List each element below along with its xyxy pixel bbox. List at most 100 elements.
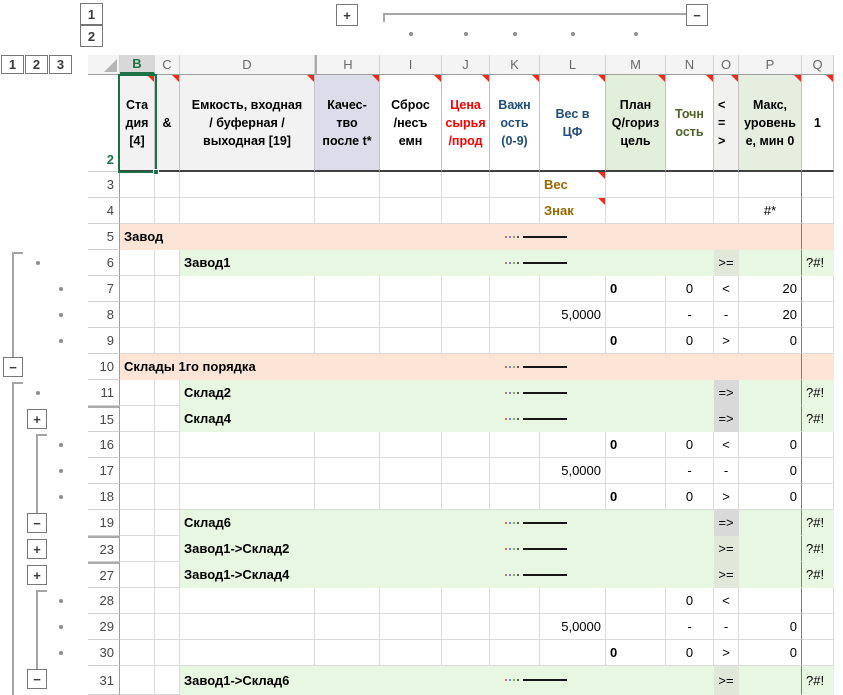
cell-H7[interactable]	[315, 276, 380, 302]
row-header-8[interactable]: 8	[88, 302, 120, 328]
cell-O18[interactable]: >	[714, 484, 739, 510]
cell-I28[interactable]	[380, 588, 442, 614]
cell-C10[interactable]	[155, 354, 180, 380]
collapse-rows-button-10[interactable]: −	[3, 357, 23, 377]
header-cell-B2[interactable]: Ста дия [4]	[120, 75, 155, 172]
header-cell-O2[interactable]: < = >	[714, 75, 739, 172]
cell-J31[interactable]	[442, 666, 490, 695]
cell-M3[interactable]	[606, 172, 666, 198]
cell-K18[interactable]	[490, 484, 540, 510]
cell-D4[interactable]	[180, 198, 315, 224]
cell-C28[interactable]	[155, 588, 180, 614]
cell-Q18[interactable]	[802, 484, 834, 510]
cell-B17[interactable]	[120, 458, 155, 484]
cell-I3[interactable]	[380, 172, 442, 198]
cell-I15[interactable]	[380, 406, 442, 432]
column-header-H[interactable]: H	[315, 55, 380, 74]
cell-L4[interactable]: Знак	[540, 198, 606, 224]
cell-C11[interactable]	[155, 380, 180, 406]
cell-J3[interactable]	[442, 172, 490, 198]
cell-P8[interactable]: 20	[739, 302, 802, 328]
cell-Q29[interactable]	[802, 614, 834, 640]
cell-I23[interactable]	[380, 536, 442, 562]
cell-O16[interactable]: <	[714, 432, 739, 458]
cell-I6[interactable]	[380, 250, 442, 276]
cell-J11[interactable]	[442, 380, 490, 406]
cell-L17[interactable]: 5,0000	[540, 458, 606, 484]
cell-P7[interactable]: 20	[739, 276, 802, 302]
cell-P28[interactable]	[739, 588, 802, 614]
header-cell-P2[interactable]: Макс, уровень е, мин 0	[739, 75, 802, 172]
cell-L3[interactable]: Вес	[540, 172, 606, 198]
cell-B15[interactable]	[120, 406, 155, 432]
cell-K27[interactable]	[490, 562, 567, 588]
cell-D30[interactable]	[180, 640, 315, 666]
cell-K7[interactable]	[490, 276, 540, 302]
cell-H29[interactable]	[315, 614, 380, 640]
cell-Q30[interactable]	[802, 640, 834, 666]
cell-M5[interactable]	[606, 224, 666, 250]
cell-P29[interactable]: 0	[739, 614, 802, 640]
cell-B31[interactable]	[120, 666, 155, 695]
cell-H11[interactable]	[315, 380, 380, 406]
cell-B3[interactable]	[120, 172, 155, 198]
cell-Q5[interactable]	[802, 224, 834, 250]
cell-J28[interactable]	[442, 588, 490, 614]
cell-D31[interactable]: Завод1->Склад6	[180, 666, 315, 695]
cell-Q10[interactable]	[802, 354, 834, 380]
cell-Q7[interactable]	[802, 276, 834, 302]
cell-Q6[interactable]: ?#!	[802, 250, 834, 276]
cell-I27[interactable]	[380, 562, 442, 588]
cell-C31[interactable]	[155, 666, 180, 695]
cell-H28[interactable]	[315, 588, 380, 614]
column-header-O[interactable]: O	[714, 55, 739, 74]
cell-P27[interactable]	[739, 562, 802, 588]
cell-B4[interactable]	[120, 198, 155, 224]
cell-I29[interactable]	[380, 614, 442, 640]
cell-I16[interactable]	[380, 432, 442, 458]
cell-Q15[interactable]: ?#!	[802, 406, 834, 432]
cell-J4[interactable]	[442, 198, 490, 224]
cell-N23[interactable]	[666, 536, 714, 562]
cell-D16[interactable]	[180, 432, 315, 458]
cell-J27[interactable]	[442, 562, 490, 588]
cell-K11[interactable]	[490, 380, 567, 406]
cell-C30[interactable]	[155, 640, 180, 666]
cell-C5[interactable]	[155, 224, 180, 250]
cell-Q28[interactable]	[802, 588, 834, 614]
cell-M29[interactable]	[606, 614, 666, 640]
cell-M28[interactable]	[606, 588, 666, 614]
cell-J19[interactable]	[442, 510, 490, 536]
column-header-B[interactable]: B	[120, 55, 155, 74]
cell-P23[interactable]	[739, 536, 802, 562]
cell-M16[interactable]: 0	[606, 432, 666, 458]
row-outline-level-3-button[interactable]: 3	[49, 55, 72, 74]
cell-H5[interactable]	[315, 224, 380, 250]
cell-N16[interactable]: 0	[666, 432, 714, 458]
cell-O27[interactable]: >=	[714, 562, 739, 588]
cell-K15[interactable]	[490, 406, 567, 432]
cell-O17[interactable]: -	[714, 458, 739, 484]
cell-M17[interactable]	[606, 458, 666, 484]
row-header-3[interactable]: 3	[88, 172, 120, 198]
cell-K31[interactable]	[490, 666, 567, 695]
cell-O19[interactable]: =>	[714, 510, 739, 536]
cell-I19[interactable]	[380, 510, 442, 536]
cell-L9[interactable]	[540, 328, 606, 354]
row-header-30[interactable]: 30	[88, 640, 120, 666]
cell-M11[interactable]	[606, 380, 666, 406]
cell-K10[interactable]	[490, 354, 567, 380]
cell-O30[interactable]: >	[714, 640, 739, 666]
cell-N31[interactable]	[666, 666, 714, 695]
cell-H31[interactable]	[315, 666, 380, 695]
cell-B6[interactable]	[120, 250, 155, 276]
cell-C7[interactable]	[155, 276, 180, 302]
cell-C16[interactable]	[155, 432, 180, 458]
row-header-11[interactable]: 11	[88, 380, 120, 406]
cell-H6[interactable]	[315, 250, 380, 276]
cell-D11[interactable]: Склад2	[180, 380, 315, 406]
cell-D15[interactable]: Склад4	[180, 406, 315, 432]
row-header-15[interactable]: 15	[88, 406, 120, 432]
cell-D9[interactable]	[180, 328, 315, 354]
cell-L16[interactable]	[540, 432, 606, 458]
